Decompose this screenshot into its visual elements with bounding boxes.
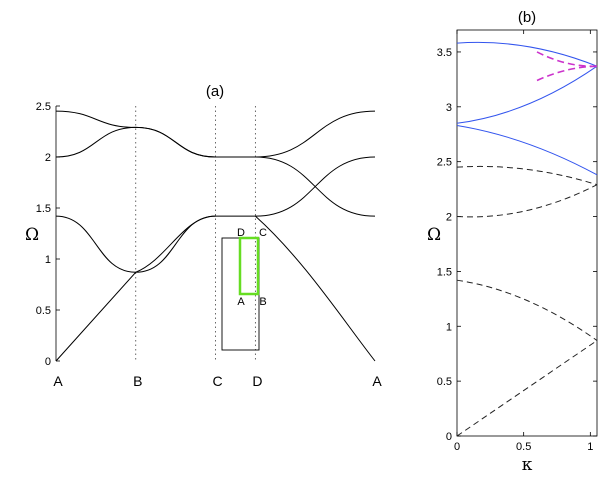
a-x-symmetry-label: A — [372, 373, 382, 389]
b-series-line — [456, 65, 598, 124]
b-y-tick-label: 3.5 — [437, 47, 452, 59]
chart-b: 0 0.5 1 1.5 2 2.5 3 3.5 0 0.5 1 (b) Ωκ — [427, 9, 598, 475]
a-x-symmetry-label: D — [252, 373, 262, 389]
b-y-tick-label: 2 — [446, 212, 452, 224]
b-series-line — [456, 41, 598, 67]
a-y-tick-label: 2.5 — [36, 101, 51, 113]
a-title: (a) — [206, 83, 224, 100]
b-series-line — [536, 65, 598, 82]
b-series-line — [456, 165, 598, 186]
b-plot-frame — [456, 29, 598, 437]
a-y-tick-label: 0 — [45, 356, 51, 368]
b-y-tick-label: 2.5 — [437, 157, 452, 169]
b-series-line — [456, 124, 598, 176]
a-series-line — [135, 215, 216, 273]
a-y-tick-label: 1.5 — [36, 203, 51, 215]
b-y-tick-label: 3 — [446, 102, 452, 114]
a-y-tick-label: 1 — [45, 254, 51, 266]
b-y-tick-label: 1 — [446, 321, 452, 333]
b-y-label: Ω — [427, 225, 441, 245]
b-series-line — [456, 340, 598, 437]
a-inset-highlight — [238, 236, 260, 296]
a-y-tick-label: 0.5 — [36, 305, 51, 317]
b-x-label: κ — [522, 455, 533, 475]
a-x-symmetry-label: B — [133, 373, 142, 389]
b-y-tick-label: 0.5 — [437, 376, 452, 388]
b-series-line — [536, 51, 598, 68]
a-x-symmetry-label: C — [212, 373, 222, 389]
a-series-line — [255, 156, 376, 217]
a-series-line — [55, 126, 376, 217]
a-y-label: Ω — [25, 225, 39, 245]
a-inset-label: C — [259, 227, 267, 239]
a-series-line — [55, 110, 376, 158]
chart-a: 0 0.5 1 1.5 2 2.5 A B C D A (a) Ω D C A B — [25, 83, 382, 389]
b-y-tick-label: 1.5 — [437, 266, 452, 278]
a-y-tick-label: 2 — [45, 152, 51, 164]
a-inset-label: B — [259, 296, 266, 308]
b-series-line — [456, 184, 598, 218]
b-title: (b) — [518, 9, 536, 26]
b-x-tick-label: 0 — [454, 441, 460, 453]
b-series-line — [456, 279, 598, 341]
a-series-line — [55, 215, 136, 273]
b-x-tick-label: 0.5 — [516, 441, 531, 453]
a-inset-label: A — [237, 296, 245, 308]
b-x-tick-label: 1 — [587, 441, 593, 453]
a-x-symmetry-label: A — [53, 373, 63, 389]
a-inset-label: D — [237, 227, 245, 239]
b-y-tick-label: 0 — [446, 431, 452, 443]
